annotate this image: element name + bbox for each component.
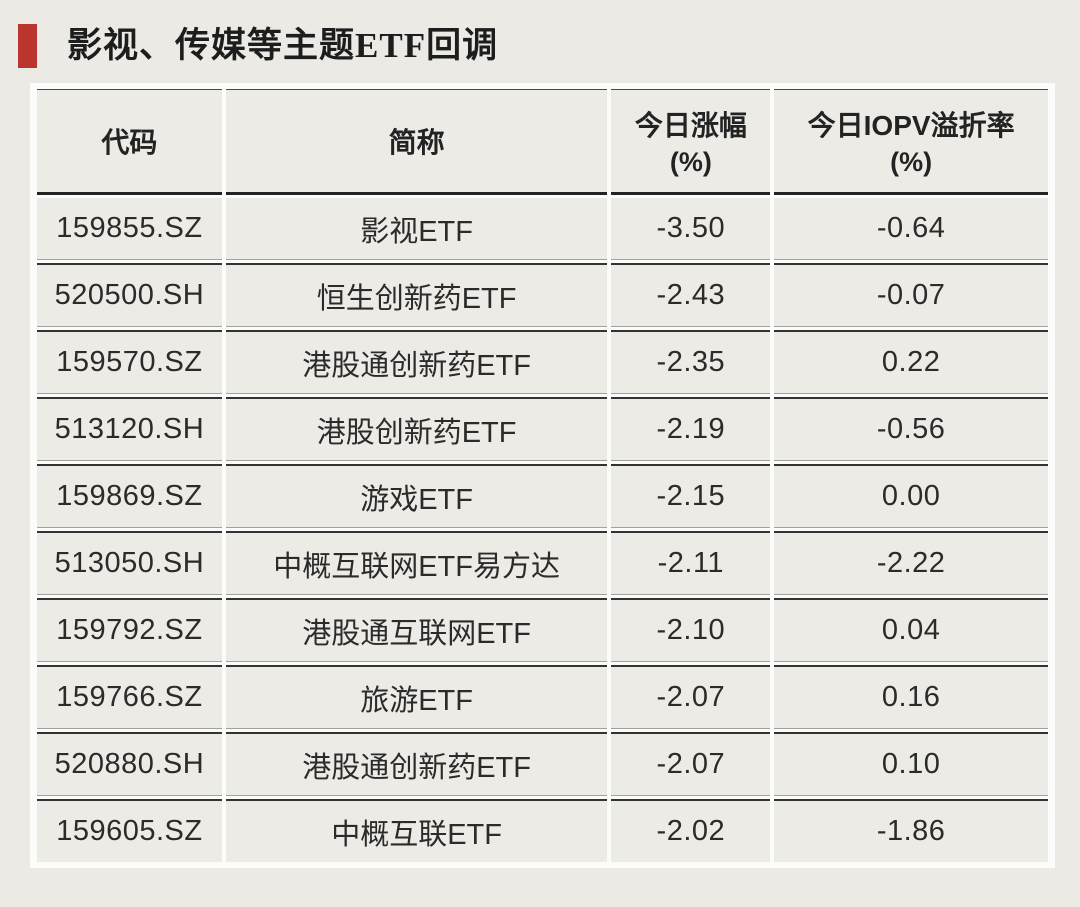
cell-name: 游戏ETF <box>225 464 608 528</box>
cell-code: 159766.SZ <box>37 665 222 729</box>
table-row: 159792.SZ 港股通互联网ETF -2.10 0.04 <box>37 598 1048 662</box>
cell-iopv: -1.86 <box>774 799 1048 862</box>
column-header-name: 简称 <box>225 89 608 195</box>
column-header-iopv: 今日IOPV溢折率 (%) <box>774 89 1048 195</box>
table-row: 513050.SH 中概互联网ETF易方达 -2.11 -2.22 <box>37 531 1048 595</box>
table-row: 513120.SH 港股创新药ETF -2.19 -0.56 <box>37 397 1048 461</box>
column-header-label: 今日涨幅 <box>634 110 747 141</box>
cell-code: 159869.SZ <box>37 464 222 528</box>
cell-name: 港股通创新药ETF <box>225 330 608 394</box>
cell-change: -2.15 <box>611 464 771 528</box>
cell-iopv: 0.04 <box>774 598 1048 662</box>
etf-table-container: 代码 简称 今日涨幅 (%) 今日IOPV溢折率 (%) 159855.SZ 影视ETF -3… <box>30 83 1055 868</box>
article-header: 影视、传媒等主题ETF回调 <box>18 0 1080 68</box>
cell-name: 影视ETF <box>225 198 608 260</box>
cell-name: 中概互联ETF <box>225 799 608 862</box>
column-header-label: 代码 <box>101 127 158 158</box>
column-header-change: 今日涨幅 (%) <box>611 89 771 195</box>
etf-table: 代码 简称 今日涨幅 (%) 今日IOPV溢折率 (%) 159855.SZ 影视ETF -3… <box>33 86 1052 865</box>
cell-iopv: -0.56 <box>774 397 1048 461</box>
cell-name: 旅游ETF <box>225 665 608 729</box>
cell-code: 159792.SZ <box>37 598 222 662</box>
cell-code: 513120.SH <box>37 397 222 461</box>
cell-change: -2.02 <box>611 799 771 862</box>
table-body: 159855.SZ 影视ETF -3.50 -0.64 520500.SH 恒生创新药ET… <box>37 198 1048 862</box>
column-header-label: 简称 <box>388 127 445 158</box>
table-row: 520500.SH 恒生创新药ETF -2.43 -0.07 <box>37 263 1048 327</box>
cell-iopv: 0.16 <box>774 665 1048 729</box>
table-row: 520880.SH 港股通创新药ETF -2.07 0.10 <box>37 732 1048 796</box>
page-title: 影视、传媒等主题ETF回调 <box>67 25 499 65</box>
cell-name: 港股通创新药ETF <box>225 732 608 796</box>
cell-code: 159605.SZ <box>37 799 222 862</box>
cell-iopv: -0.64 <box>774 198 1048 260</box>
column-header-code: 代码 <box>37 89 222 195</box>
table-row: 159605.SZ 中概互联ETF -2.02 -1.86 <box>37 799 1048 862</box>
cell-change: -2.11 <box>611 531 771 595</box>
table-header: 代码 简称 今日涨幅 (%) 今日IOPV溢折率 (%) <box>37 89 1048 195</box>
table-row: 159869.SZ 游戏ETF -2.15 0.00 <box>37 464 1048 528</box>
cell-iopv: 0.22 <box>774 330 1048 394</box>
cell-iopv: -2.22 <box>774 531 1048 595</box>
header-row: 代码 简称 今日涨幅 (%) 今日IOPV溢折率 (%) <box>37 89 1048 195</box>
column-header-unit: (%) <box>890 147 933 177</box>
table-row: 159570.SZ 港股通创新药ETF -2.35 0.22 <box>37 330 1048 394</box>
cell-change: -2.43 <box>611 263 771 327</box>
cell-iopv: 0.10 <box>774 732 1048 796</box>
table-row: 159855.SZ 影视ETF -3.50 -0.64 <box>37 198 1048 260</box>
cell-name: 港股创新药ETF <box>225 397 608 461</box>
cell-change: -2.19 <box>611 397 771 461</box>
cell-change: -2.35 <box>611 330 771 394</box>
cell-change: -3.50 <box>611 198 771 260</box>
cell-change: -2.07 <box>611 665 771 729</box>
cell-iopv: -0.07 <box>774 263 1048 327</box>
title-accent-bar <box>18 24 37 68</box>
cell-change: -2.07 <box>611 732 771 796</box>
cell-name: 恒生创新药ETF <box>225 263 608 327</box>
cell-code: 520880.SH <box>37 732 222 796</box>
cell-code: 520500.SH <box>37 263 222 327</box>
table-row: 159766.SZ 旅游ETF -2.07 0.16 <box>37 665 1048 729</box>
cell-iopv: 0.00 <box>774 464 1048 528</box>
cell-code: 159570.SZ <box>37 330 222 394</box>
cell-name: 中概互联网ETF易方达 <box>225 531 608 595</box>
column-header-unit: (%) <box>669 147 712 177</box>
cell-code: 513050.SH <box>37 531 222 595</box>
column-header-label: 今日IOPV溢折率 <box>807 110 1015 141</box>
cell-code: 159855.SZ <box>37 198 222 260</box>
cell-name: 港股通互联网ETF <box>225 598 608 662</box>
cell-change: -2.10 <box>611 598 771 662</box>
